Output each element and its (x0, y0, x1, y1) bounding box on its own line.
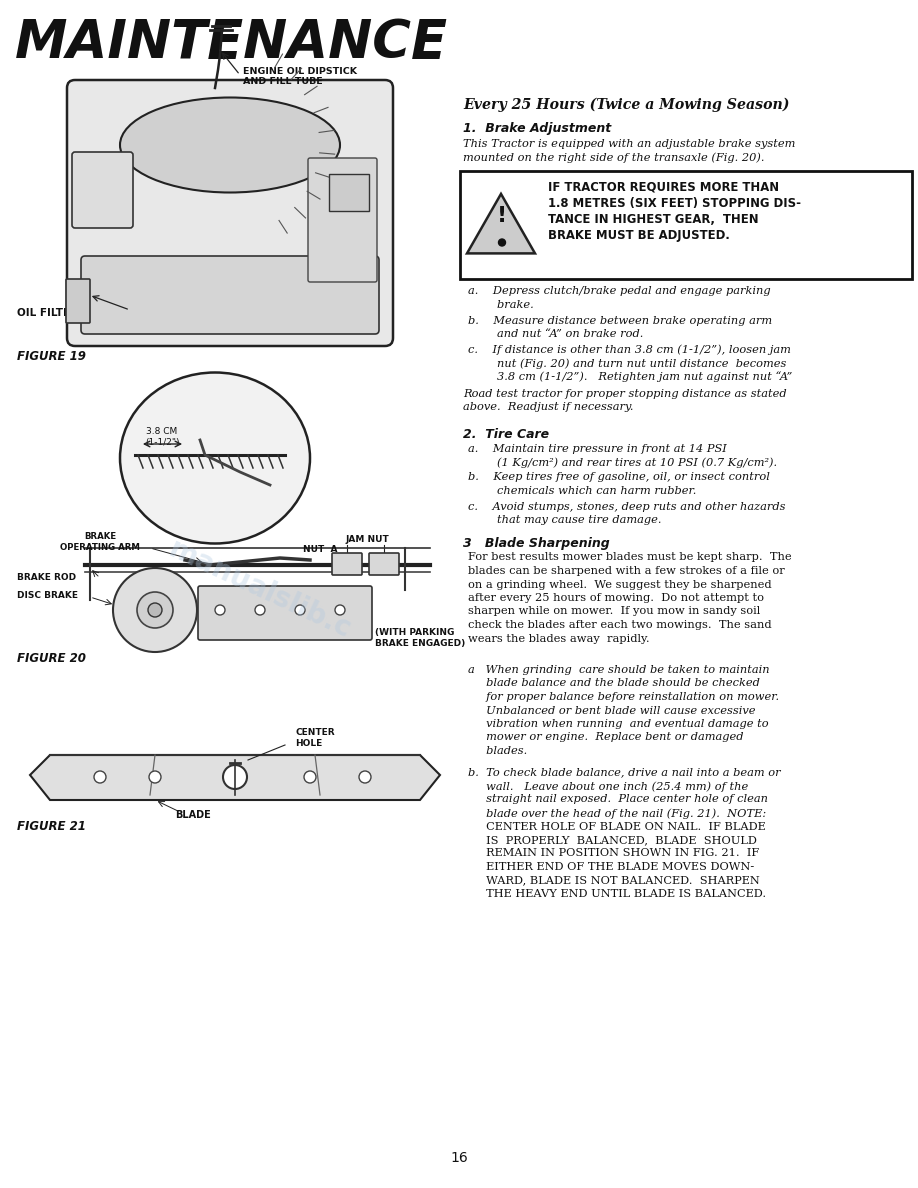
Text: 16: 16 (450, 1151, 468, 1165)
Text: straight nail exposed.  Place center hole of clean: straight nail exposed. Place center hole… (468, 795, 768, 804)
Circle shape (335, 605, 345, 615)
Text: 2.  Tire Care: 2. Tire Care (463, 428, 549, 441)
Text: 3   Blade Sharpening: 3 Blade Sharpening (463, 537, 610, 550)
Text: JAM NUT: JAM NUT (345, 536, 388, 544)
Text: IF TRACTOR REQUIRES MORE THAN: IF TRACTOR REQUIRES MORE THAN (548, 181, 779, 194)
Circle shape (223, 765, 247, 789)
Bar (460, 171, 912, 278)
Text: OIL FILTER: OIL FILTER (17, 308, 78, 318)
Text: a.    Depress clutch/brake pedal and engage parking: a. Depress clutch/brake pedal and engage… (468, 286, 770, 297)
FancyBboxPatch shape (66, 279, 90, 323)
Text: MAINTENANCE: MAINTENANCE (15, 17, 448, 69)
Text: EITHER END OF THE BLADE MOVES DOWN-: EITHER END OF THE BLADE MOVES DOWN- (468, 862, 755, 872)
Text: (WITH PARKING
BRAKE ENGAGED): (WITH PARKING BRAKE ENGAGED) (375, 628, 465, 649)
Circle shape (255, 605, 265, 615)
Text: IS  PROPERLY  BALANCED,  BLADE  SHOULD: IS PROPERLY BALANCED, BLADE SHOULD (468, 835, 756, 845)
Circle shape (215, 605, 225, 615)
Text: wall.   Leave about one inch (25.4 mm) of the: wall. Leave about one inch (25.4 mm) of … (468, 781, 748, 791)
Text: CENTER
HOLE: CENTER HOLE (295, 728, 335, 747)
Text: BRAKE ROD: BRAKE ROD (17, 574, 76, 582)
FancyBboxPatch shape (198, 586, 372, 640)
Text: BLADE: BLADE (175, 810, 211, 820)
Text: a.    Maintain tire pressure in front at 14 PSI: a. Maintain tire pressure in front at 14… (468, 443, 727, 454)
Text: blade balance and the blade should be checked: blade balance and the blade should be ch… (468, 678, 760, 689)
FancyBboxPatch shape (332, 552, 362, 575)
Text: b.    Keep tires free of gasoline, oil, or insect control: b. Keep tires free of gasoline, oil, or … (468, 473, 770, 482)
Text: above.  Readjust if necessary.: above. Readjust if necessary. (463, 403, 633, 412)
Text: blades can be sharpened with a few strokes of a file or: blades can be sharpened with a few strok… (468, 565, 785, 576)
Text: WARD, BLADE IS NOT BALANCED.  SHARPEN: WARD, BLADE IS NOT BALANCED. SHARPEN (468, 876, 760, 885)
FancyBboxPatch shape (81, 255, 379, 334)
FancyBboxPatch shape (329, 173, 369, 211)
Text: blades.: blades. (468, 746, 527, 756)
Circle shape (94, 771, 106, 783)
Circle shape (148, 604, 162, 617)
Text: on a grinding wheel.  We suggest they be sharpened: on a grinding wheel. We suggest they be … (468, 580, 772, 589)
Circle shape (304, 771, 316, 783)
Text: Unbalanced or bent blade will cause excessive: Unbalanced or bent blade will cause exce… (468, 706, 756, 715)
Text: after every 25 hours of mowing.  Do not attempt to: after every 25 hours of mowing. Do not a… (468, 593, 764, 604)
Text: FIGURE 19: FIGURE 19 (17, 350, 86, 364)
Text: check the blades after each two mowings.  The sand: check the blades after each two mowings.… (468, 620, 772, 630)
Text: This Tractor is equipped with an adjustable brake system: This Tractor is equipped with an adjusta… (463, 139, 795, 148)
Text: REMAIN IN POSITION SHOWN IN FIG. 21.  IF: REMAIN IN POSITION SHOWN IN FIG. 21. IF (468, 848, 759, 859)
Text: Every 25 Hours (Twice a Mowing Season): Every 25 Hours (Twice a Mowing Season) (463, 97, 789, 113)
Polygon shape (467, 194, 535, 253)
Text: 3.8 CM
(1-1/2"): 3.8 CM (1-1/2") (145, 428, 179, 447)
Text: CENTER HOLE OF BLADE ON NAIL.  IF BLADE: CENTER HOLE OF BLADE ON NAIL. IF BLADE (468, 821, 766, 832)
Text: for proper balance before reinstallation on mower.: for proper balance before reinstallation… (468, 691, 779, 702)
Text: 1.8 METRES (SIX FEET) STOPPING DIS-: 1.8 METRES (SIX FEET) STOPPING DIS- (548, 197, 801, 210)
Text: c.    Avoid stumps, stones, deep ruts and other hazards: c. Avoid stumps, stones, deep ruts and o… (468, 501, 786, 512)
Text: BRAKE MUST BE ADJUSTED.: BRAKE MUST BE ADJUSTED. (548, 229, 730, 242)
Text: a   When grinding  care should be taken to maintain: a When grinding care should be taken to … (468, 665, 769, 675)
FancyBboxPatch shape (308, 158, 377, 282)
Circle shape (295, 605, 305, 615)
Text: FIGURE 21: FIGURE 21 (17, 820, 86, 833)
Text: manualslib.c: manualslib.c (164, 536, 356, 645)
Text: wears the blades away  rapidly.: wears the blades away rapidly. (468, 633, 650, 644)
Ellipse shape (120, 373, 310, 543)
Ellipse shape (120, 97, 340, 192)
Text: FIGURE 20: FIGURE 20 (17, 652, 86, 665)
Text: that may cause tire damage.: that may cause tire damage. (468, 516, 662, 525)
Text: TANCE IN HIGHEST GEAR,  THEN: TANCE IN HIGHEST GEAR, THEN (548, 213, 758, 226)
Text: vibration when running  and eventual damage to: vibration when running and eventual dama… (468, 719, 768, 729)
Text: For best results mower blades must be kept sharp.  The: For best results mower blades must be ke… (468, 552, 791, 562)
Polygon shape (30, 756, 440, 800)
Text: Road test tractor for proper stopping distance as stated: Road test tractor for proper stopping di… (463, 388, 787, 399)
Text: DISC BRAKE: DISC BRAKE (17, 590, 78, 600)
Circle shape (498, 239, 506, 246)
Text: and nut “A” on brake rod.: and nut “A” on brake rod. (468, 329, 644, 339)
Text: blade over the head of the nail (Fig. 21).  NOTE:: blade over the head of the nail (Fig. 21… (468, 808, 767, 819)
Text: 1.  Brake Adjustment: 1. Brake Adjustment (463, 122, 611, 135)
Circle shape (359, 771, 371, 783)
Text: !: ! (497, 207, 507, 227)
Text: ENGINE OIL DIPSTICK: ENGINE OIL DIPSTICK (243, 68, 357, 76)
Text: nut (Fig. 20) and turn nut until distance  becomes: nut (Fig. 20) and turn nut until distanc… (468, 358, 787, 368)
Text: mower or engine.  Replace bent or damaged: mower or engine. Replace bent or damaged (468, 733, 744, 742)
Text: c.    If distance is other than 3.8 cm (1-1/2”), loosen jam: c. If distance is other than 3.8 cm (1-1… (468, 345, 791, 355)
Text: chemicals which can harm rubber.: chemicals which can harm rubber. (468, 486, 697, 497)
FancyBboxPatch shape (72, 152, 133, 228)
Text: (1 Kg/cm²) and rear tires at 10 PSI (0.7 Kg/cm²).: (1 Kg/cm²) and rear tires at 10 PSI (0.7… (468, 457, 778, 468)
FancyBboxPatch shape (67, 80, 393, 346)
Text: b.  To check blade balance, drive a nail into a beam or: b. To check blade balance, drive a nail … (468, 767, 780, 777)
Text: 3.8 cm (1-1/2”).   Retighten jam nut against nut “A”: 3.8 cm (1-1/2”). Retighten jam nut again… (468, 372, 792, 383)
Circle shape (113, 568, 197, 652)
FancyBboxPatch shape (369, 552, 399, 575)
Text: b.    Measure distance between brake operating arm: b. Measure distance between brake operat… (468, 316, 772, 326)
Circle shape (149, 771, 161, 783)
Text: mounted on the right side of the transaxle (Fig. 20).: mounted on the right side of the transax… (463, 152, 765, 163)
Circle shape (137, 592, 173, 628)
Text: NUT  A: NUT A (303, 545, 338, 555)
Text: BRAKE
OPERATING ARM: BRAKE OPERATING ARM (60, 532, 140, 551)
Text: THE HEAVY END UNTIL BLADE IS BALANCED.: THE HEAVY END UNTIL BLADE IS BALANCED. (468, 889, 767, 899)
Text: AND FILL TUBE: AND FILL TUBE (243, 77, 323, 87)
Text: brake.: brake. (468, 301, 533, 310)
Text: sharpen while on mower.  If you mow in sandy soil: sharpen while on mower. If you mow in sa… (468, 607, 760, 617)
